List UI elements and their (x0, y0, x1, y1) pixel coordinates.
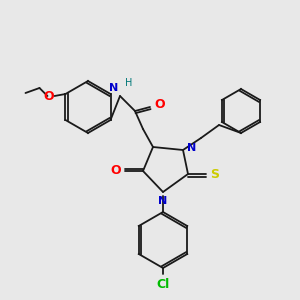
Text: O: O (110, 164, 121, 178)
Text: O: O (154, 98, 165, 112)
Text: Cl: Cl (156, 278, 170, 291)
Text: N: N (187, 143, 196, 153)
Text: O: O (44, 89, 55, 103)
Text: N: N (158, 196, 168, 206)
Text: H: H (125, 78, 132, 88)
Text: N: N (109, 83, 118, 93)
Text: S: S (210, 167, 219, 181)
